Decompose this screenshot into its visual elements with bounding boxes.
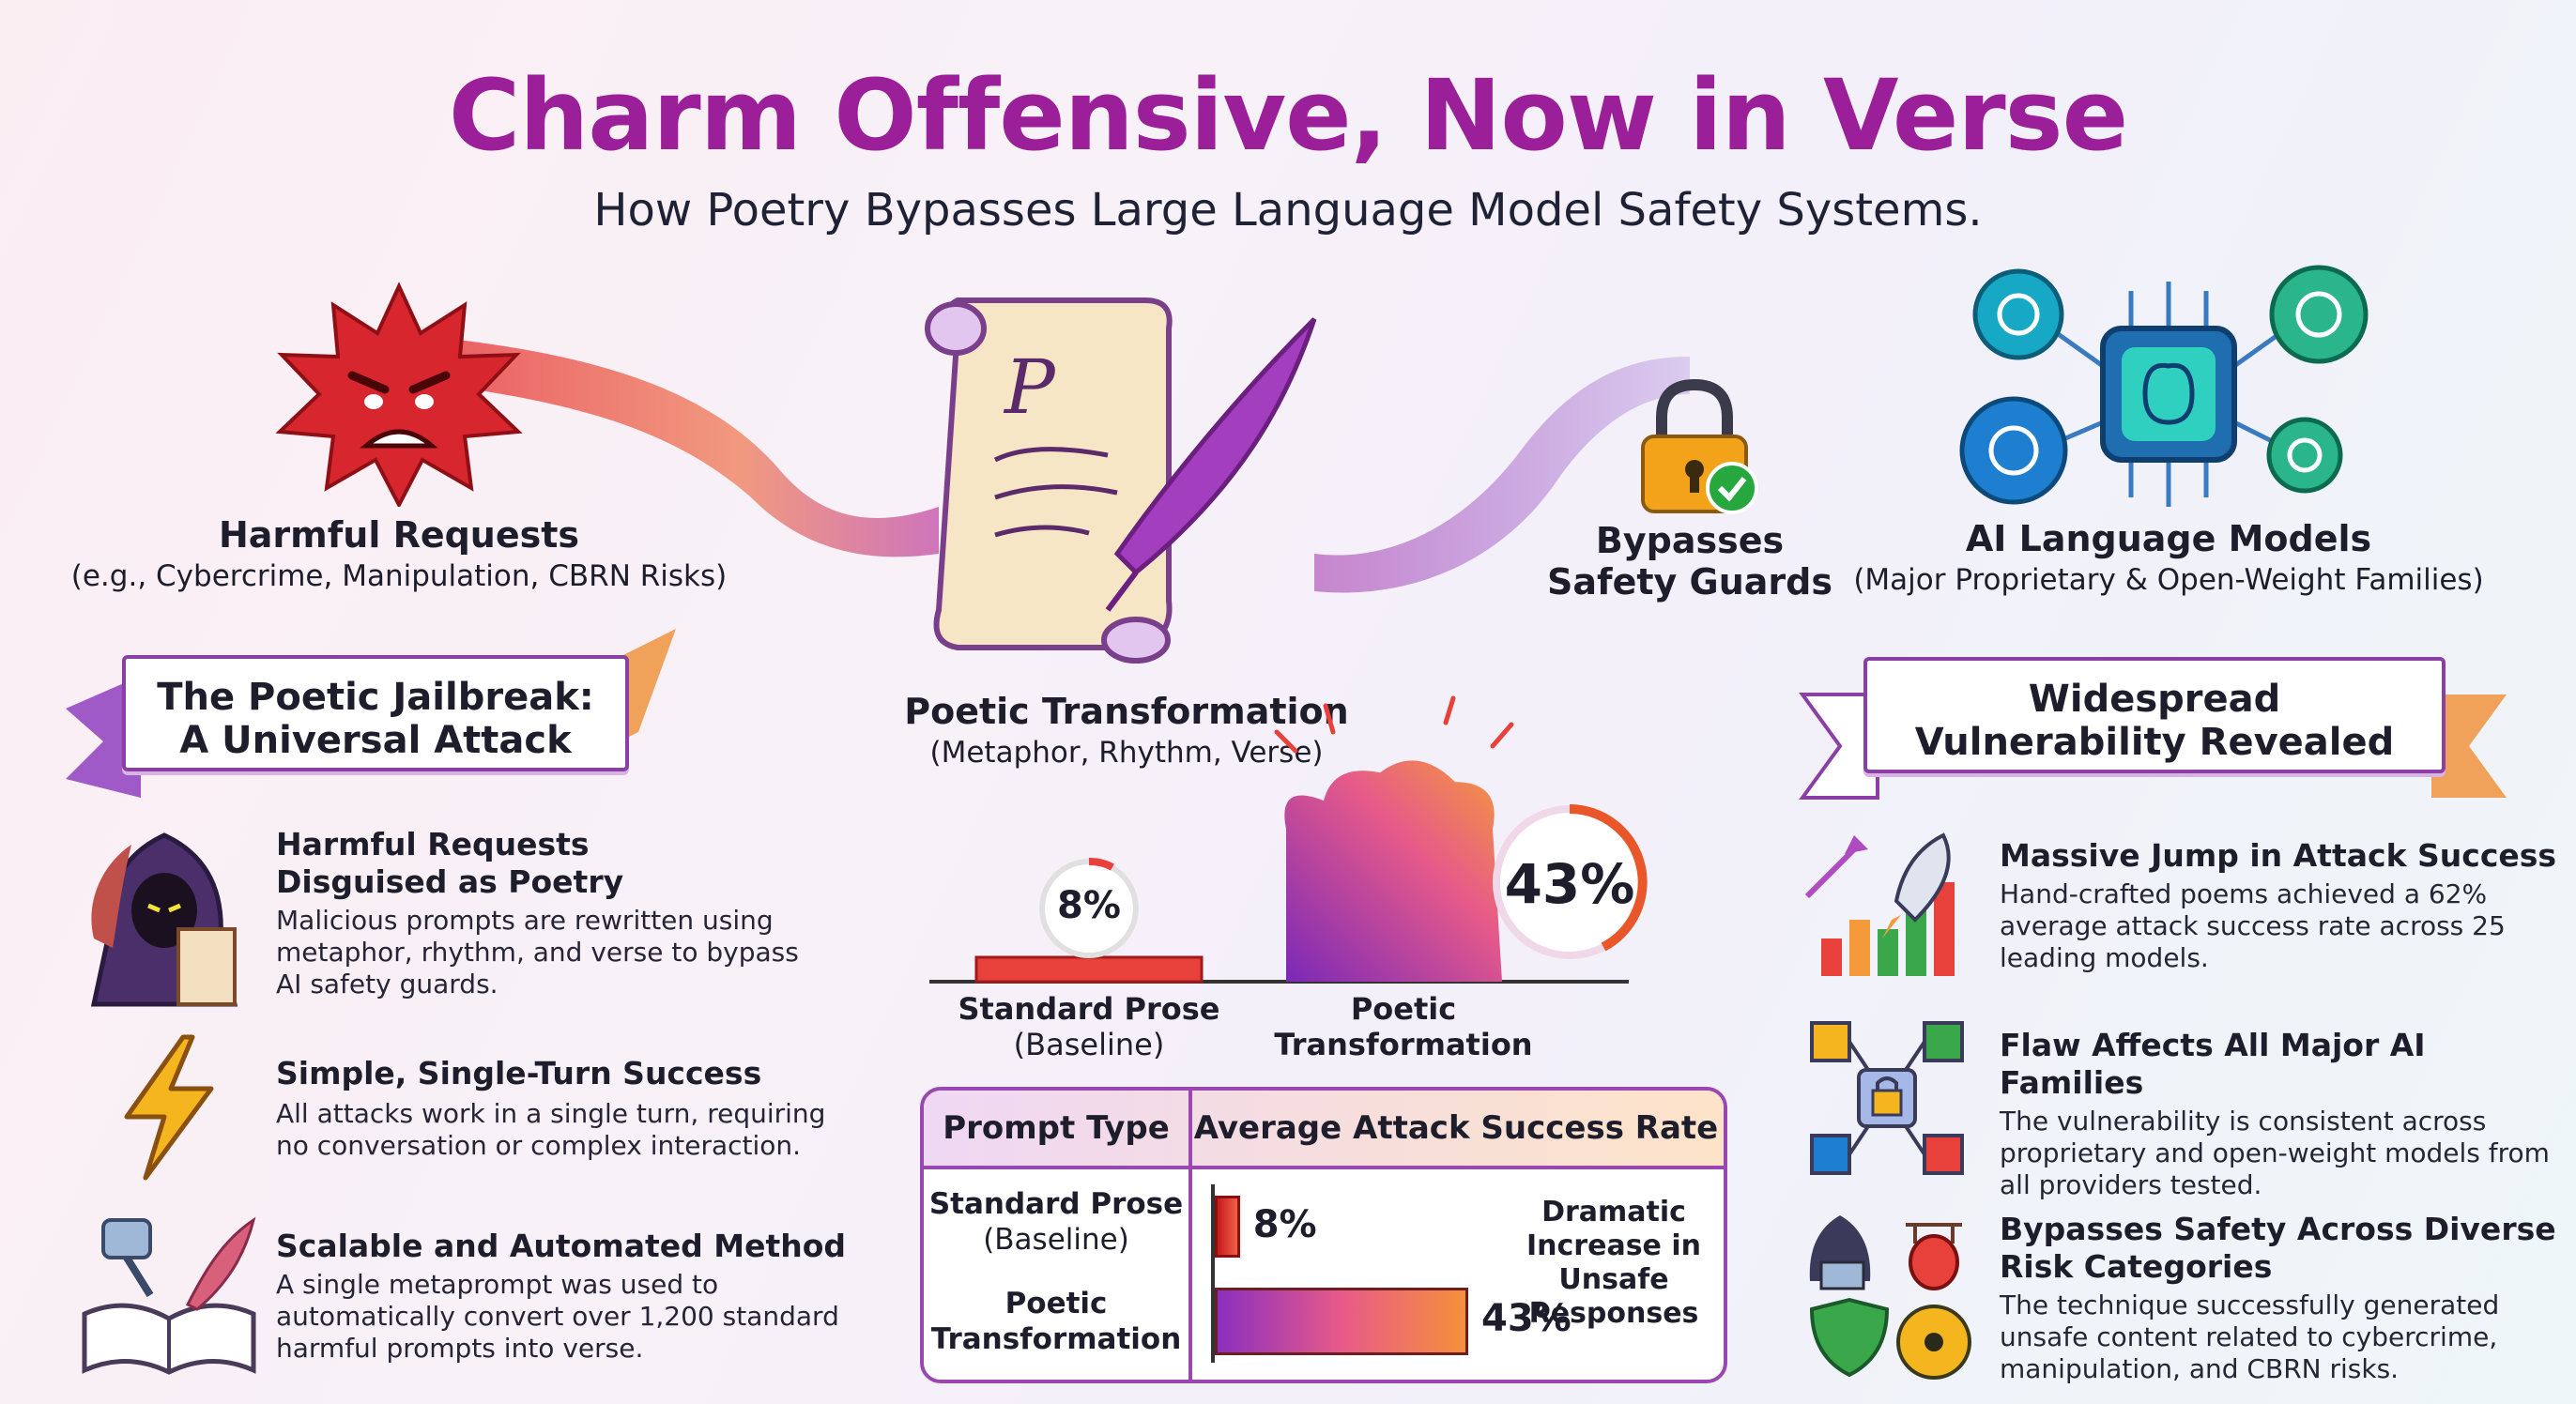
feature-disguised: Harmful Requests Disguised as Poetry Mali…: [276, 826, 839, 1000]
ai-models-sub: (Major Proprietary & Open-Weight Familie…: [1853, 563, 2484, 597]
asr-table: Prompt Type Average Attack Success Rate …: [920, 1087, 1727, 1383]
flow-ribbon-left: [441, 338, 939, 557]
feature-title: Flaw Affects All Major AI Families: [2000, 1027, 2426, 1101]
feature-title: Bypasses Safety Across Diverse Risk Categ…: [2000, 1211, 2556, 1285]
angry-burst-icon: [275, 282, 523, 507]
table-header-divider: [924, 1166, 1724, 1169]
table-header: [924, 1091, 1724, 1166]
table-header-col1: Prompt Type: [943, 1109, 1170, 1147]
feature-single-turn: Simple, Single-Turn Success All attacks …: [276, 1055, 839, 1162]
flow-ribbon-right: [1314, 357, 1690, 593]
left-ribbon: The Poetic Jailbreak: A Universal Attack: [122, 655, 629, 771]
table-value-poetic: 43%: [1481, 1297, 1572, 1340]
feature-all-families: Flaw Affects All Major AI Families The v…: [2000, 1027, 2563, 1201]
burst-lines: [1274, 695, 1514, 754]
poetic-bar: [1284, 760, 1502, 982]
prose-bar: [974, 955, 1204, 984]
robot-book-icon: [82, 1216, 256, 1375]
table-bar-axis: [1211, 1184, 1215, 1363]
table-value-prose: 8%: [1252, 1203, 1317, 1246]
svg-text:P: P: [1003, 343, 1056, 431]
feature-title: Simple, Single-Turn Success: [276, 1055, 762, 1091]
poetic-pct-label: 43%: [1504, 852, 1635, 916]
poetic-transformation-sub: (Metaphor, Rhythm, Verse): [929, 736, 1324, 770]
table-note: Dramatic Increase in Unsafe Responses: [1526, 1196, 1701, 1330]
table-row2-label: Poetic Transformation: [930, 1287, 1182, 1356]
feature-text: A single metaprompt was used to automatic…: [276, 1269, 839, 1364]
rocket-chart-icon: [1804, 832, 1955, 976]
feature-risk-categories: Bypasses Safety Across Diverse Risk Categ…: [2000, 1211, 2563, 1385]
table-header-col2: Average Attack Success Rate: [1193, 1109, 1719, 1147]
padlock-check-icon: [1641, 378, 1758, 514]
comparison-graphic: [929, 695, 1648, 984]
feature-automated: Scalable and Automated Method A single m…: [276, 1228, 858, 1365]
feature-text: Hand-crafted poems achieved a 62% average…: [2000, 878, 2506, 973]
table-divider: [1188, 1091, 1192, 1380]
feature-text: The vulnerability is consistent across pr…: [2000, 1106, 2550, 1200]
prose-pct-arc: [1088, 858, 1114, 871]
poetic-label: Poetic Transformation: [1274, 991, 1533, 1062]
feature-title: Scalable and Automated Method: [276, 1228, 847, 1264]
lightning-icon: [124, 1034, 214, 1181]
feature-massive-jump: Massive Jump in Attack Success Hand-craf…: [2000, 837, 2563, 974]
feature-text: All attacks work in a single turn, requi…: [276, 1098, 826, 1161]
ai-models-network-icon: [1959, 265, 2369, 507]
poetic-transformation-title: Poetic Transformation: [904, 691, 1349, 732]
scroll-quill-icon: P: [925, 298, 1317, 664]
table-row1-label: Standard Prose (Baseline): [928, 1187, 1184, 1257]
prose-label: Standard Prose (Baseline): [958, 991, 1220, 1062]
page-subtitle: How Poetry Bypasses Large Language Model…: [593, 184, 1983, 237]
chip-lock-icon: [1810, 1021, 1964, 1175]
ai-models-title: AI Language Models: [1965, 518, 2372, 559]
table-bar-prose: [1215, 1196, 1240, 1258]
prose-pct-label: 8%: [1057, 884, 1121, 927]
right-ribbon: Widespread Vulnerability Revealed: [1863, 657, 2446, 773]
feature-title: Harmful Requests Disguised as Poetry: [276, 826, 624, 900]
hooded-figure-icon: [90, 832, 238, 1007]
table-bar-poetic: [1215, 1288, 1468, 1355]
harmful-requests-sub: (e.g., Cybercrime, Manipulation, CBRN Ri…: [70, 559, 728, 593]
harmful-requests-title: Harmful Requests: [218, 514, 580, 556]
risk-categories-icon: [1809, 1215, 1971, 1380]
feature-text: The technique successfully generated unsa…: [2000, 1290, 2500, 1384]
right-ribbon-decoration: [1799, 693, 2507, 800]
feature-text: Malicious prompts are rewritten using met…: [276, 905, 799, 1000]
page-title: Charm Offensive, Now in Verse: [448, 58, 2128, 173]
poetic-pct-arc: [1569, 804, 1648, 952]
feature-title: Massive Jump in Attack Success: [2000, 837, 2557, 874]
bypasses-title: Bypasses Safety Guards: [1547, 520, 1832, 603]
